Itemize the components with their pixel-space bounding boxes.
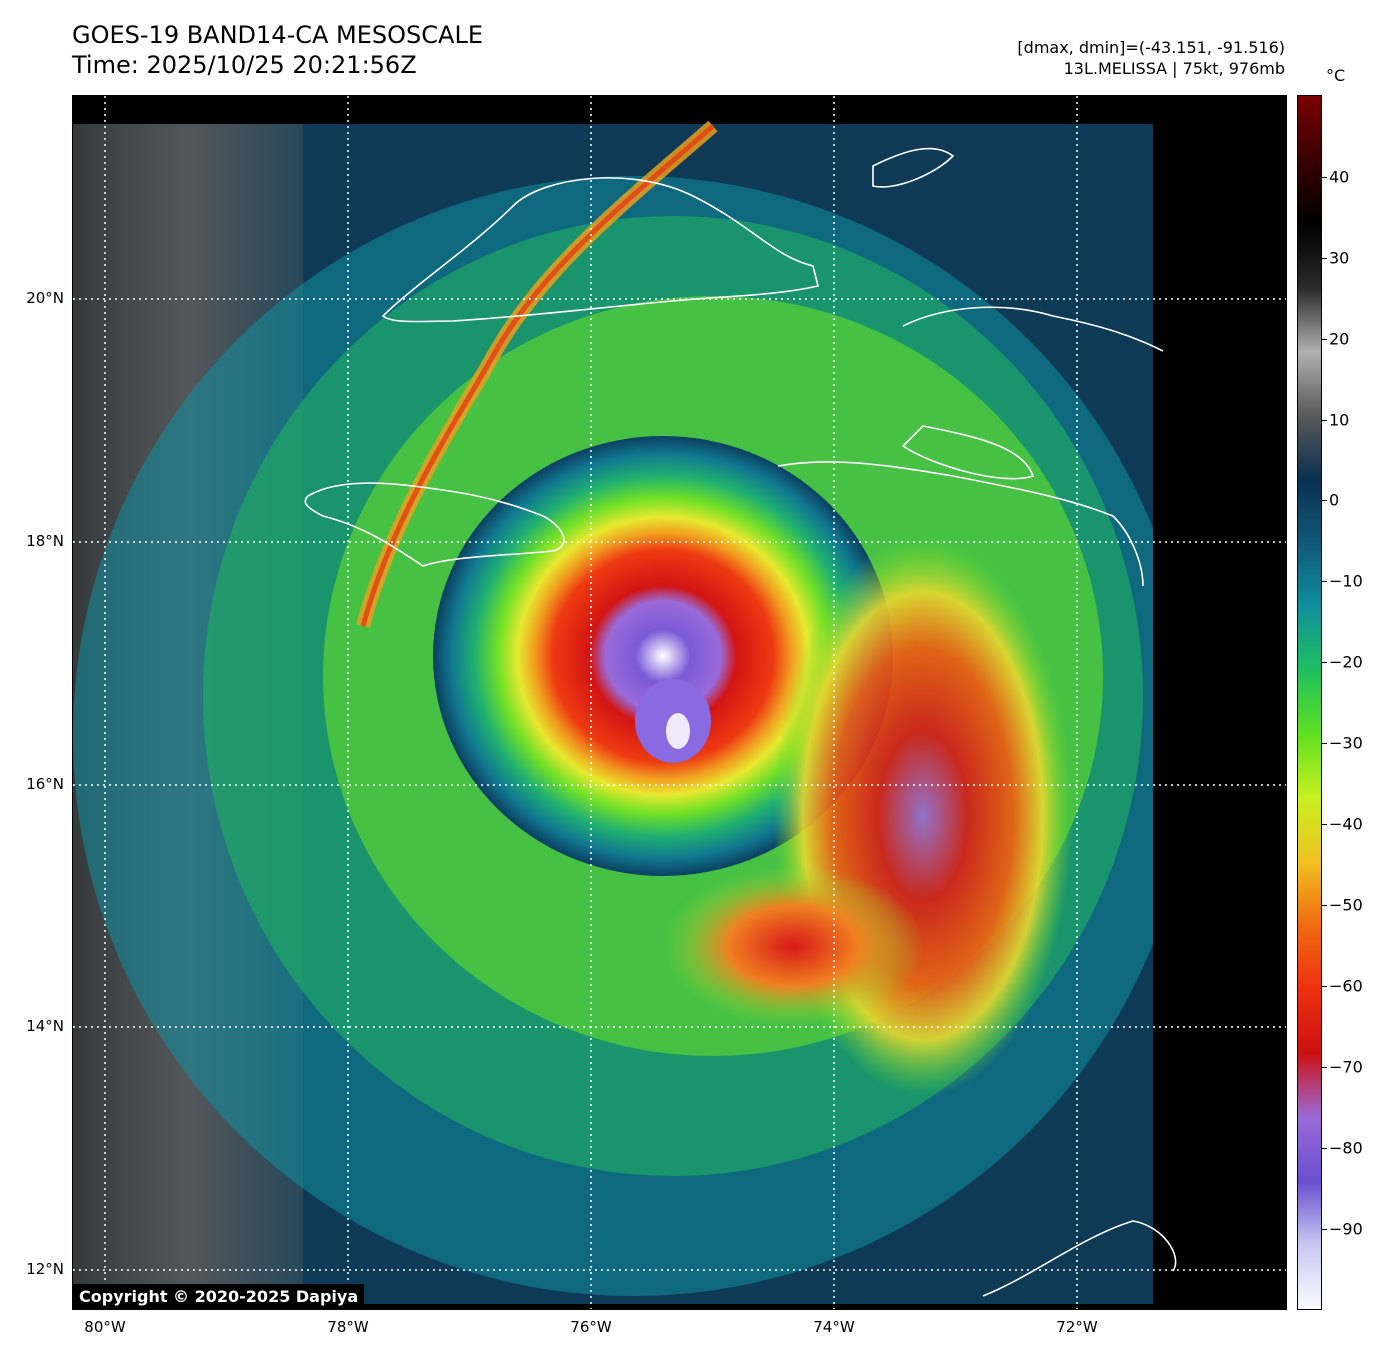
colorbar-tick-mark xyxy=(1322,905,1327,906)
colorbar-tick-label: −50 xyxy=(1329,895,1363,915)
colorbar-tick-mark xyxy=(1322,581,1327,582)
colorbar-tick-mark xyxy=(1322,339,1327,340)
colorbar-tick-label: 40 xyxy=(1329,167,1350,187)
storm-info-text: 13L.MELISSA | 75kt, 976mb xyxy=(1063,59,1285,78)
colorbar-tick-label: −70 xyxy=(1329,1057,1363,1077)
colorbar-tick-mark xyxy=(1322,743,1327,744)
colorbar-tick-label: −40 xyxy=(1329,814,1363,834)
hispaniola-coast xyxy=(777,306,1164,587)
data-range-text: [dmax, dmin]=(-43.151, -91.516) xyxy=(1017,38,1285,57)
colorbar-tick-label: −20 xyxy=(1329,652,1363,672)
colorbar-tick-mark xyxy=(1322,986,1327,987)
colorbar-tick-label: 20 xyxy=(1329,329,1350,349)
colorbar-tick-label: 0 xyxy=(1329,490,1340,510)
satellite-map[interactable]: Copyright © 2020-2025 Dapiya xyxy=(72,95,1287,1310)
colorbar-tick-mark xyxy=(1322,824,1327,825)
colorbar-tick-label: −90 xyxy=(1329,1219,1363,1239)
colorbar-tick-label: −10 xyxy=(1329,571,1363,591)
title-line-satellite: GOES-19 BAND14-CA MESOSCALE xyxy=(72,21,483,49)
no-data-area xyxy=(1153,96,1286,1309)
colorbar-tick-label: −30 xyxy=(1329,733,1363,753)
satellite-imagery xyxy=(73,96,1286,1309)
colorbar xyxy=(1297,95,1322,1310)
title-line-time: Time: 2025/10/25 20:21:56Z xyxy=(72,51,417,79)
colorbar-tick-mark xyxy=(1322,1229,1327,1230)
bahamas-islands xyxy=(872,147,955,188)
lat-label-16n: 16°N xyxy=(26,775,64,793)
colorbar-tick-mark xyxy=(1322,662,1327,663)
lon-label-80w: 80°W xyxy=(84,1318,126,1336)
lat-label-12n: 12°N xyxy=(26,1260,64,1278)
colorbar-tick-label: −80 xyxy=(1329,1138,1363,1158)
lon-label-76w: 76°W xyxy=(570,1318,612,1336)
colorbar-tick-mark xyxy=(1322,258,1327,259)
colorbar-tick-mark xyxy=(1322,177,1327,178)
eye-center xyxy=(666,713,690,749)
coastlines xyxy=(304,147,1177,1297)
outer-rainband-core xyxy=(360,124,715,627)
colorbar-tick-label: −60 xyxy=(1329,976,1363,996)
south-america-coast xyxy=(982,1220,1177,1297)
colorbar-tick-mark xyxy=(1322,1148,1327,1149)
colorbar-tick-label: 30 xyxy=(1329,248,1350,268)
colorbar-unit: °C xyxy=(1326,66,1346,85)
lon-label-72w: 72°W xyxy=(1056,1318,1098,1336)
copyright-label: Copyright © 2020-2025 Dapiya xyxy=(73,1284,365,1309)
colorbar-tick-mark xyxy=(1322,500,1327,501)
lon-label-74w: 74°W xyxy=(813,1318,855,1336)
lat-lon-grid xyxy=(73,96,1286,1309)
lon-label-78w: 78°W xyxy=(327,1318,369,1336)
jamaica-coast xyxy=(304,482,565,567)
colorbar-tick-mark xyxy=(1322,420,1327,421)
cuba-coast xyxy=(381,177,819,323)
colorbar-tick-mark xyxy=(1322,1067,1327,1068)
lat-label-20n: 20°N xyxy=(26,289,64,307)
colorbar-tick-label: 10 xyxy=(1329,410,1350,430)
lat-label-18n: 18°N xyxy=(26,532,64,550)
southern-convection xyxy=(663,866,923,1026)
chart-title: GOES-19 BAND14-CA MESOSCALE Time: 2025/1… xyxy=(72,20,483,80)
storm-info: [dmax, dmin]=(-43.151, -91.516) 13L.MELI… xyxy=(1017,37,1285,79)
lat-label-14n: 14°N xyxy=(26,1017,64,1035)
